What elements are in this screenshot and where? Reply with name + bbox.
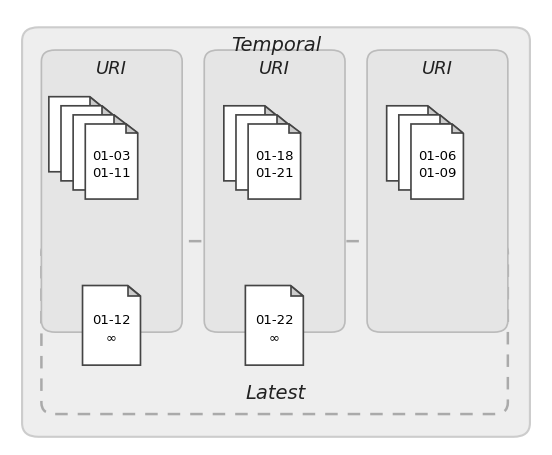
FancyBboxPatch shape [367,50,508,332]
Polygon shape [440,115,452,124]
Polygon shape [236,115,288,190]
Polygon shape [102,106,114,115]
Polygon shape [49,96,102,172]
Polygon shape [90,96,102,106]
Polygon shape [245,286,304,365]
FancyBboxPatch shape [41,241,508,414]
Polygon shape [399,115,452,190]
Polygon shape [290,286,304,296]
Polygon shape [86,124,138,199]
Text: 01-22
∞: 01-22 ∞ [255,314,294,344]
Text: Temporal: Temporal [231,36,321,55]
Polygon shape [452,124,464,133]
Text: 01-03
01-11: 01-03 01-11 [92,150,131,180]
Text: 01-18
01-21: 01-18 01-21 [255,150,294,180]
Polygon shape [128,286,140,296]
Polygon shape [386,106,439,181]
Polygon shape [277,115,288,124]
Polygon shape [265,106,277,115]
FancyBboxPatch shape [22,27,530,437]
Text: 01-12
∞: 01-12 ∞ [92,314,131,344]
FancyBboxPatch shape [204,50,345,332]
Text: URI: URI [259,60,290,78]
Polygon shape [114,115,126,124]
Text: URI: URI [422,60,453,78]
FancyBboxPatch shape [41,50,182,332]
Polygon shape [61,106,114,181]
Polygon shape [428,106,439,115]
Polygon shape [224,106,277,181]
Text: 01-06
01-09: 01-06 01-09 [418,150,457,180]
Polygon shape [126,124,138,133]
Polygon shape [411,124,464,199]
Text: Latest: Latest [246,384,306,403]
Polygon shape [289,124,300,133]
Polygon shape [83,286,140,365]
Text: URI: URI [97,60,127,78]
Polygon shape [248,124,300,199]
Polygon shape [73,115,126,190]
